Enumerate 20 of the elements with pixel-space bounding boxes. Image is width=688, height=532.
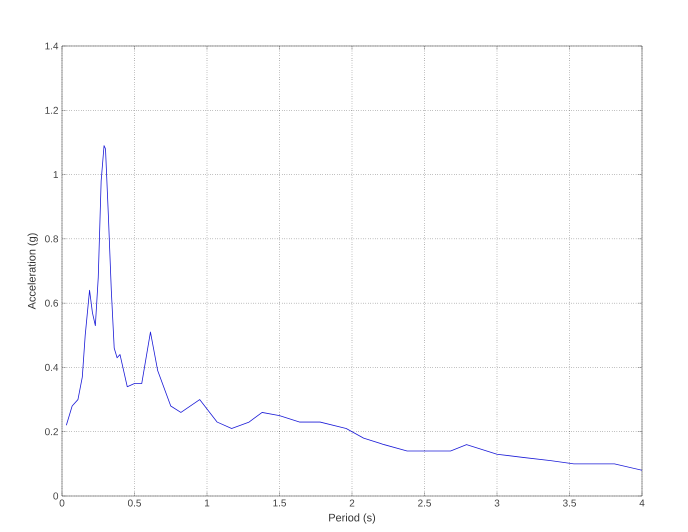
y-tick-label: 1 [54,171,58,178]
x-tick-label: 2.5 [418,500,432,507]
x-tick-label: 0.5 [128,500,142,507]
y-tick-label: 0 [53,492,58,500]
x-tick-label: 3.5 [562,500,576,507]
x-tick-label: 0 [60,500,64,507]
y-tick-label: 0.8 [45,235,58,242]
y-axis-title: Acceleration (g) [28,233,38,310]
line-series [66,145,642,471]
y-tick-label: 1.4 [45,42,58,50]
y-tick-label: 0.6 [45,300,58,307]
x-axis-title: Period (s) [329,513,376,524]
y-tick-label: 0.4 [45,364,58,371]
x-tick-label: 1.5 [273,500,286,506]
x-tick-label: 4 [639,500,644,506]
y-tick-label: 0.2 [45,428,58,436]
x-tick-label: 2 [350,500,354,506]
x-tick-label: 3 [494,500,500,507]
y-tick-label: 1.2 [45,106,58,114]
x-tick-label: 1 [204,500,210,506]
